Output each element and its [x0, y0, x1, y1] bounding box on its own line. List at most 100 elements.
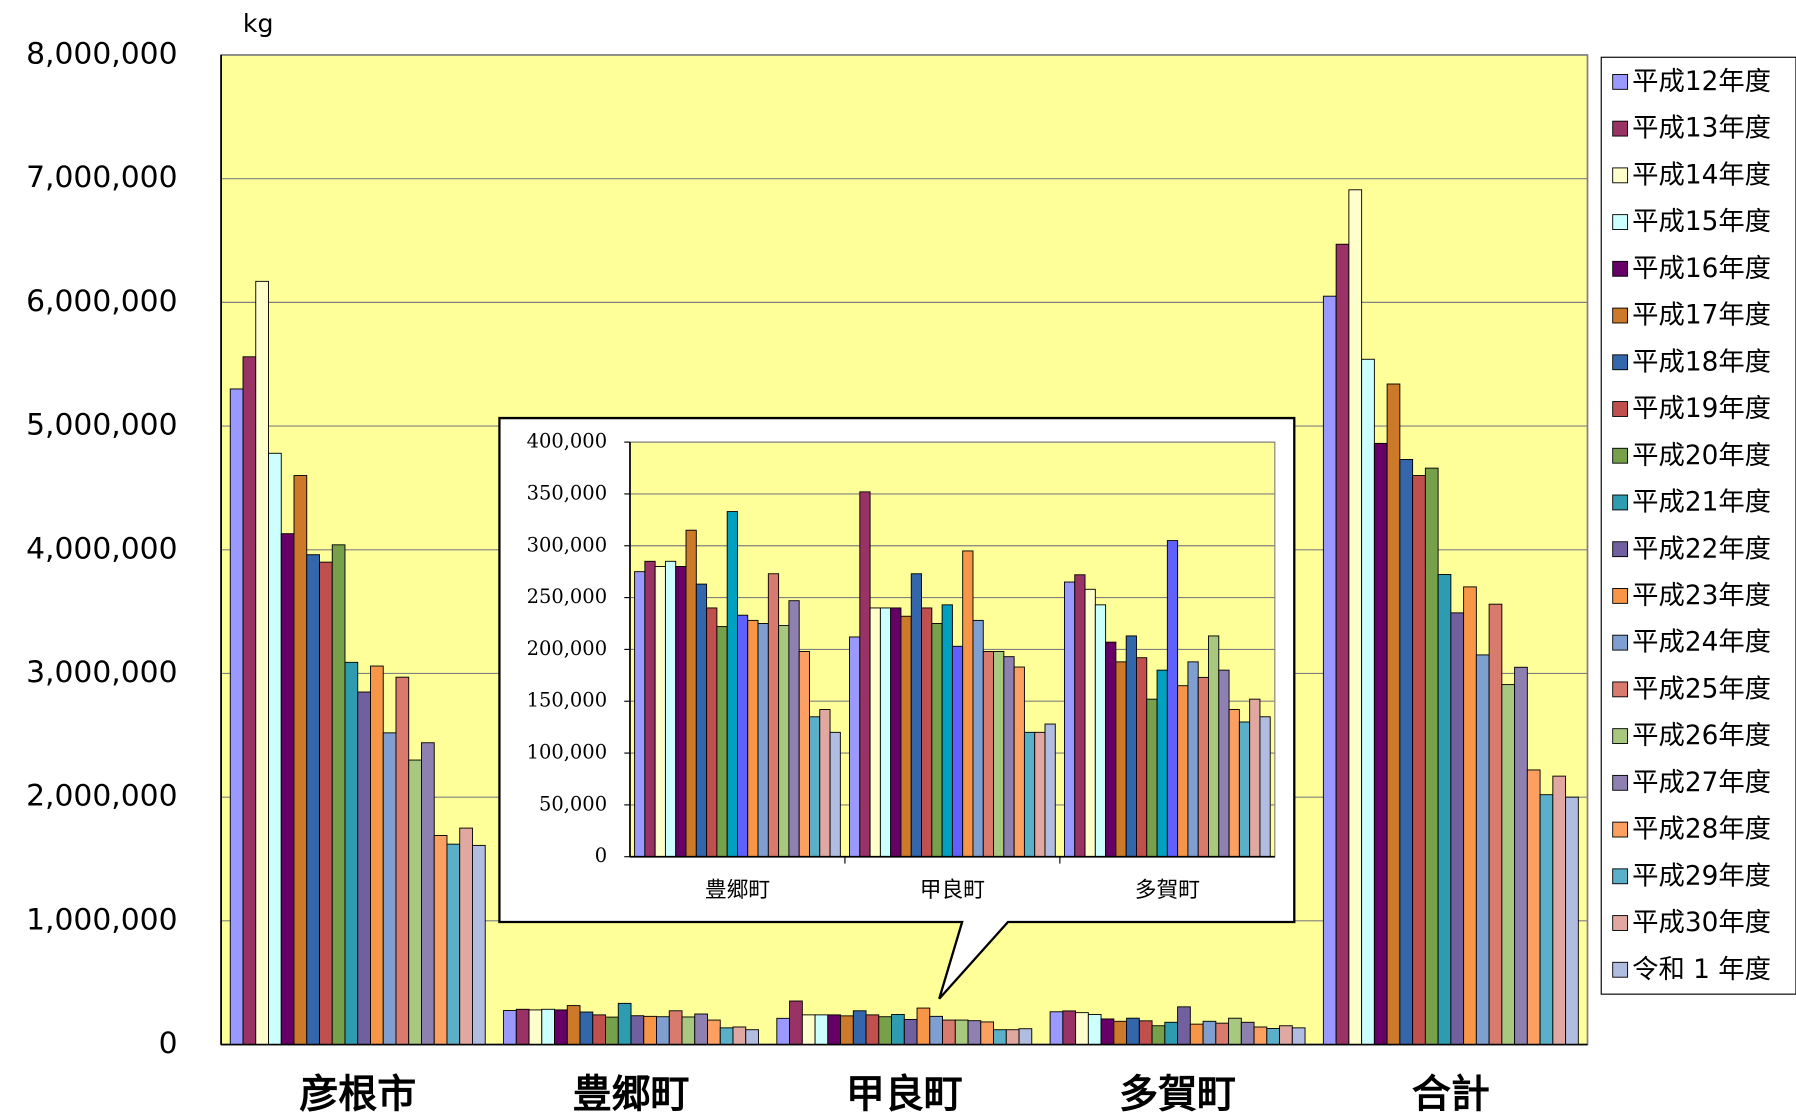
bar [1488, 603, 1503, 1046]
legend-label: 平成25年度 [1632, 674, 1771, 704]
legend-label: 令和 1 年度 [1632, 955, 1771, 985]
y-tick-label: 8,000,000 [26, 36, 178, 71]
bar [685, 529, 697, 858]
legend-swatch [1612, 774, 1629, 791]
bar [1279, 1025, 1293, 1046]
bar [1074, 574, 1086, 858]
x-tick-label: 多賀町 [1119, 1073, 1236, 1118]
bar [1166, 540, 1179, 858]
bar [370, 665, 384, 1046]
bar [1424, 467, 1439, 1046]
bar [1238, 721, 1251, 858]
bar [1005, 1029, 1020, 1046]
bar [255, 280, 269, 1046]
bar [972, 619, 984, 858]
bar [776, 1017, 791, 1046]
y-tick-label: 7,000,000 [26, 160, 178, 195]
bar [1565, 796, 1579, 1046]
bar [1373, 442, 1388, 1046]
bar [789, 1000, 803, 1046]
bar [503, 1010, 517, 1046]
bar [592, 1014, 606, 1046]
bar [1208, 635, 1220, 858]
legend-swatch [1612, 447, 1629, 464]
bar [1399, 459, 1414, 1046]
y-tick-label: 200,000 [527, 637, 608, 660]
bar [1177, 685, 1189, 858]
bar [1013, 666, 1025, 858]
bar [1249, 698, 1261, 858]
legend-swatch [1612, 214, 1629, 230]
y-unit-label: kg [243, 9, 274, 38]
bar [931, 623, 943, 858]
bar [1023, 731, 1036, 858]
bar [1463, 586, 1477, 1046]
bar [1034, 731, 1046, 858]
bar [1146, 698, 1158, 858]
x-tick-label: 豊郷町 [705, 878, 770, 903]
bar [293, 475, 308, 1046]
bar [1094, 604, 1107, 858]
legend-label: 平成14年度 [1632, 160, 1771, 190]
x-tick-label: 多賀町 [1135, 878, 1200, 903]
bar [993, 1029, 1007, 1046]
legend-swatch [1612, 307, 1629, 324]
bar [579, 1011, 594, 1046]
bar [1003, 656, 1015, 858]
bar [1514, 666, 1528, 1046]
legend-label: 平成19年度 [1632, 394, 1771, 424]
bar [1259, 716, 1271, 858]
bar [716, 626, 728, 858]
bar [1151, 1025, 1166, 1046]
bar [809, 716, 821, 858]
bar [993, 651, 1005, 858]
bar [1291, 1027, 1306, 1046]
y-tick-label: 3,000,000 [26, 655, 178, 690]
bar [1136, 657, 1148, 858]
bar [280, 533, 295, 1046]
bar [1126, 1017, 1140, 1046]
legend-label: 平成30年度 [1632, 908, 1771, 938]
bar [319, 561, 333, 1046]
y-tick-label: 6,000,000 [26, 284, 178, 319]
bar [798, 651, 810, 858]
bar [745, 1029, 759, 1046]
legend-swatch [1612, 961, 1629, 978]
bar [757, 623, 769, 858]
bar [1156, 669, 1168, 858]
bar [819, 709, 831, 858]
legend-label: 平成18年度 [1632, 347, 1771, 377]
y-tick-label: 100,000 [527, 741, 608, 764]
bar [814, 1014, 829, 1046]
bar [954, 1019, 969, 1046]
legend-label: 平成20年度 [1632, 441, 1771, 471]
bar [1100, 1018, 1115, 1046]
bar [878, 1016, 893, 1046]
x-tick-label: 甲良町 [920, 878, 985, 903]
x-tick-label: 豊郷町 [573, 1073, 690, 1118]
bar [1361, 358, 1375, 1046]
bar [1138, 1020, 1153, 1046]
bar [1437, 574, 1452, 1046]
bar [382, 732, 397, 1046]
bar [788, 600, 800, 858]
y-tick-label: 0 [159, 1026, 178, 1061]
bar [1266, 1028, 1281, 1046]
bar [829, 731, 841, 858]
bar [1164, 1021, 1179, 1046]
bar [1049, 1011, 1064, 1046]
legend-swatch [1612, 541, 1629, 558]
bar [644, 560, 656, 858]
bar [566, 1005, 581, 1046]
y-tick-label: 250,000 [527, 585, 608, 608]
legend-swatch [1612, 915, 1629, 931]
y-tick-label: 2,000,000 [26, 779, 178, 814]
bar [852, 1010, 867, 1046]
legend-swatch [1612, 821, 1629, 838]
bar [1526, 769, 1541, 1046]
legend-swatch [1612, 354, 1629, 371]
bar [1063, 581, 1076, 858]
x-tick-label: 彦根市 [299, 1073, 416, 1118]
bar [879, 607, 892, 858]
